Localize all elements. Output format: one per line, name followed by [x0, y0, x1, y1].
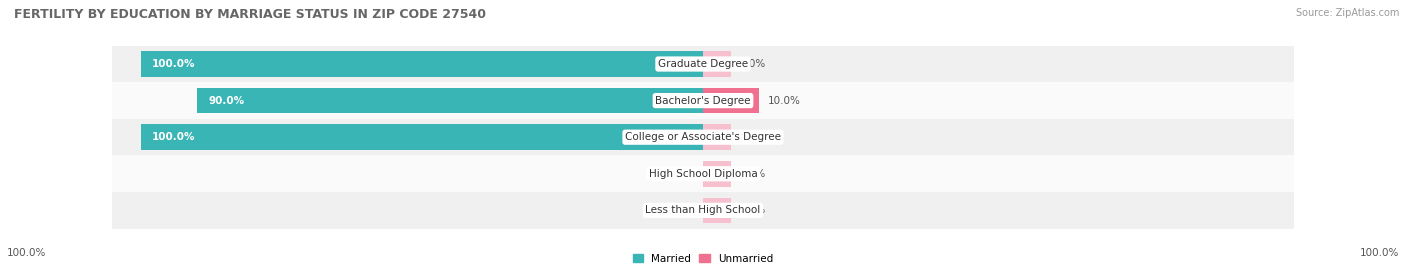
Text: College or Associate's Degree: College or Associate's Degree: [626, 132, 780, 142]
Bar: [112, 46, 1294, 82]
Text: 100.0%: 100.0%: [7, 248, 46, 258]
Text: 90.0%: 90.0%: [208, 95, 245, 106]
Bar: [703, 161, 731, 187]
Text: 0.0%: 0.0%: [740, 205, 766, 215]
Bar: [703, 124, 731, 150]
Bar: [703, 51, 731, 77]
Text: High School Diploma: High School Diploma: [648, 169, 758, 179]
Bar: [112, 192, 1294, 229]
Legend: Married, Unmarried: Married, Unmarried: [633, 254, 773, 264]
Text: 0.0%: 0.0%: [740, 132, 766, 142]
Text: 10.0%: 10.0%: [768, 95, 800, 106]
Text: 0.0%: 0.0%: [671, 205, 697, 215]
Text: 100.0%: 100.0%: [1360, 248, 1399, 258]
Bar: [112, 119, 1294, 155]
Bar: [112, 82, 1294, 119]
Text: 0.0%: 0.0%: [671, 169, 697, 179]
Text: Bachelor's Degree: Bachelor's Degree: [655, 95, 751, 106]
Bar: [703, 197, 731, 223]
Text: 0.0%: 0.0%: [740, 59, 766, 69]
Text: 100.0%: 100.0%: [152, 59, 195, 69]
Text: FERTILITY BY EDUCATION BY MARRIAGE STATUS IN ZIP CODE 27540: FERTILITY BY EDUCATION BY MARRIAGE STATU…: [14, 8, 486, 21]
Text: 0.0%: 0.0%: [740, 169, 766, 179]
Text: Less than High School: Less than High School: [645, 205, 761, 215]
Bar: [197, 88, 703, 114]
Bar: [141, 124, 703, 150]
Text: Graduate Degree: Graduate Degree: [658, 59, 748, 69]
Bar: [112, 155, 1294, 192]
Text: 100.0%: 100.0%: [152, 132, 195, 142]
Text: Source: ZipAtlas.com: Source: ZipAtlas.com: [1295, 8, 1399, 18]
Bar: [703, 88, 759, 114]
Bar: [141, 51, 703, 77]
